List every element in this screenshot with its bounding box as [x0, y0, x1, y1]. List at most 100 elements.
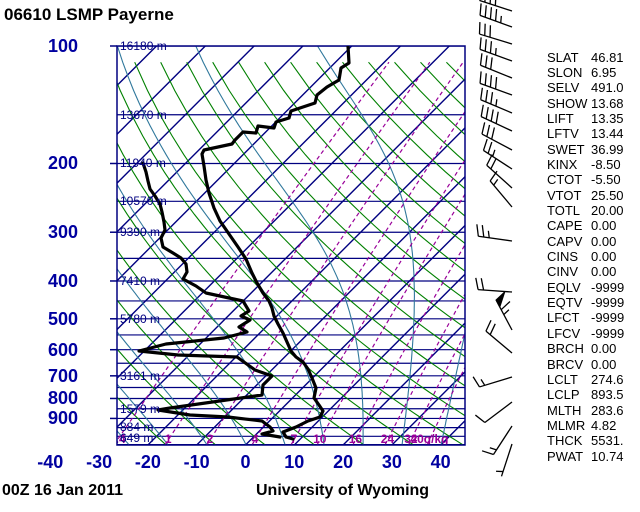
index-name: CAPV [547, 233, 583, 249]
wind-barb [485, 319, 513, 354]
index-value: 0.00 [591, 218, 617, 234]
index-value: 0.00 [591, 249, 617, 265]
index-value: 491.0 [591, 80, 624, 96]
mixing-ratio-line [426, 366, 465, 445]
pressure-label: 600 [47, 339, 78, 360]
index-name: EQTV [547, 295, 583, 311]
index-name: LCLT [547, 371, 578, 387]
dry-adiabat-line [117, 396, 167, 445]
pressure-label: 300 [47, 222, 78, 243]
index-value: 6.95 [591, 64, 617, 80]
wind-barb [472, 376, 513, 388]
index-name: KINX [547, 156, 578, 172]
moist-adiabat-line [317, 46, 415, 445]
index-name: CAPE [547, 218, 583, 234]
index-row-lclt: LCLT 274.6 [547, 372, 624, 387]
isotherm-line [117, 46, 401, 331]
wind-barb-column [472, 0, 513, 477]
temperature-label: -40 [37, 452, 64, 472]
index-value: 5531. [591, 433, 624, 449]
temperature-label: 10 [284, 452, 305, 472]
dry-adiabat-line [117, 249, 315, 445]
station-title: 06610 LSMP Payerne [4, 5, 174, 24]
mixing-ratio-line [352, 243, 465, 445]
wind-barb [486, 154, 513, 189]
index-name: CTOT [547, 172, 583, 188]
temperature-label: 40 [430, 452, 451, 472]
wind-barb [479, 0, 513, 12]
index-row-lclp: LCLP 893.5 [547, 387, 624, 402]
index-row-vtot: VTOT 25.50 [547, 188, 624, 203]
index-row-eqlv: EQLV -9999 [547, 280, 624, 295]
dry-adiabat-line [117, 141, 414, 445]
index-row-thck: THCK 5531. [547, 433, 624, 448]
wind-barb [481, 122, 513, 151]
mixing-ratio-line [408, 332, 465, 445]
index-value: 0.00 [591, 264, 617, 280]
index-row-selv: SELV 491.0 [547, 80, 624, 95]
moist-adiabat-line [117, 46, 325, 445]
index-name: MLTH [547, 402, 582, 418]
wind-barb [496, 443, 513, 477]
index-value: 274.6 [591, 371, 624, 387]
mixing-ratio-line [316, 193, 465, 445]
mixing-ratio-label: 1 [165, 432, 172, 446]
pressure-label: 800 [47, 388, 78, 409]
index-name: LIFT [547, 110, 574, 126]
mixing-ratio-label: 10 [313, 432, 327, 446]
index-name: CINV [547, 264, 579, 280]
dry-adiabat-line [134, 61, 465, 417]
mixing-ratio-line [384, 293, 465, 445]
temperature-label: 30 [381, 452, 402, 472]
index-name: LCLP [547, 387, 580, 403]
mixing-ratio-label: 4 [252, 432, 259, 446]
index-name: SLAT [547, 49, 579, 65]
altitude-label: 16180 m [120, 39, 167, 53]
index-name: SWET [547, 141, 585, 157]
wind-barb [476, 224, 513, 242]
index-value: 0.00 [591, 233, 617, 249]
observation-time: 00Z 16 Jan 2011 [2, 482, 123, 499]
index-row-lift: LIFT 13.35 [547, 111, 624, 126]
index-row-slat: SLAT 46.81 [547, 50, 624, 65]
index-name: LFTV [547, 126, 579, 142]
index-value: 25.50 [591, 187, 624, 203]
index-name: PWAT [547, 448, 584, 464]
wind-barb [480, 104, 513, 132]
altitude-label: 7410 m [120, 273, 161, 288]
isotherm-line [117, 46, 450, 380]
index-row-cins: CINS 0.00 [547, 249, 616, 264]
altitude-label: 884 m [120, 420, 154, 434]
pressure-label: 900 [47, 408, 78, 429]
wind-barb [479, 53, 513, 79]
dry-adiabat-line [117, 197, 364, 445]
temperature-label: -20 [134, 452, 161, 472]
wind-barb [478, 22, 513, 45]
mixing-ratio-label: 40g/kg [410, 432, 448, 446]
wind-barb [489, 170, 513, 208]
mixing-ratio-line [164, 61, 431, 445]
mixing-ratio-label: 16 [349, 432, 363, 446]
moist-adiabat-line [195, 46, 364, 445]
wind-barb [480, 87, 513, 114]
index-name: MLMR [547, 417, 586, 433]
index-row-mlmr: MLMR 4.82 [547, 418, 616, 433]
index-value: -8.50 [591, 156, 621, 172]
moist-adiabat-line [117, 183, 286, 445]
altitude-label: 10570 m [120, 194, 167, 209]
index-value: 46.81 [591, 49, 624, 65]
index-value: -5.50 [591, 172, 621, 188]
index-name: BRCV [547, 356, 584, 372]
pressure-label: 400 [47, 270, 78, 291]
mixing-ratio-line [290, 158, 465, 445]
temperature-label: -30 [86, 452, 113, 472]
index-name: CINS [547, 249, 579, 265]
mixing-ratio-label: 0.4 [109, 432, 126, 446]
pressure-label: 500 [47, 308, 78, 329]
index-value: 0.00 [591, 356, 617, 372]
index-row-lfcv: LFCV -9999 [547, 326, 624, 341]
dry-adiabat-line [290, 61, 465, 245]
index-row-kinx: KINX -8.50 [547, 157, 621, 172]
